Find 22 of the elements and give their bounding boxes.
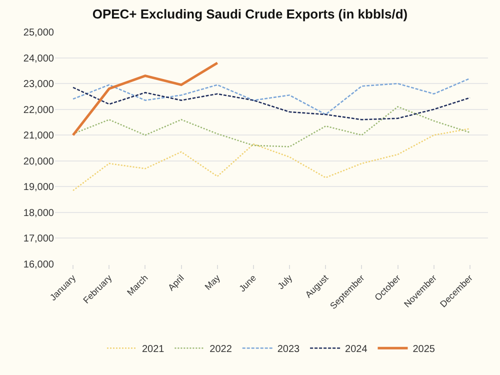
y-tick-label: 20,000 [23, 156, 54, 168]
y-tick-label: 24,000 [23, 53, 54, 64]
y-tick-label: 21,000 [23, 130, 54, 142]
y-tick-label: 16,000 [23, 260, 54, 270]
legend-label: 2022 [210, 344, 232, 355]
x-tick-label: July [276, 272, 294, 292]
chart-title: OPEC+ Excluding Saudi Crude Exports (in kbbls/d) [92, 6, 408, 22]
line-series [72, 128, 471, 192]
y-tick-label: 18,000 [23, 208, 54, 219]
legend-label: 2023 [277, 344, 300, 355]
legend-label: 2024 [345, 344, 368, 355]
y-tick-label: 22,000 [23, 104, 54, 116]
y-tick-label: 17,000 [23, 234, 54, 245]
y-tick-label: 25,000 [23, 28, 54, 38]
line-series [72, 62, 219, 136]
x-tick-label: May [202, 272, 222, 292]
y-tick-label: 23,000 [23, 79, 54, 90]
legend-label: 2025 [412, 344, 436, 355]
legend-label: 2021 [142, 344, 165, 355]
line-series [72, 78, 471, 116]
line-series [72, 86, 471, 120]
y-tick-label: 19,000 [23, 182, 54, 194]
